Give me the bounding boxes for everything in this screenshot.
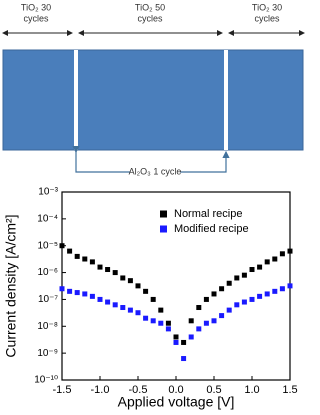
layer-label: TiO₂ 30 [252,2,282,12]
legend-marker [160,225,167,233]
point [82,256,88,262]
point [127,278,133,284]
point [173,334,179,340]
point [120,275,126,281]
point [112,270,118,276]
legend-label: Modified recipe [174,223,249,235]
point [203,296,209,302]
point [165,320,171,326]
point [249,296,255,302]
point [241,299,247,305]
point [219,313,225,319]
point [264,259,270,265]
point [143,315,149,321]
layer-label: TiO₂ 50 [135,2,165,12]
point [89,293,95,299]
point [181,339,187,345]
plot-frame [61,191,291,381]
point [257,264,263,270]
y-tick-label: 10⁻⁶ [37,267,58,278]
x-tick-label: -1.5 [53,384,72,396]
point [234,275,240,281]
chart: 10⁻¹⁰ 10⁻⁹ 10⁻⁸ 10⁻⁷ 10⁻⁶ 10⁻⁵ 10⁻⁴ 10⁻³ -1.5 -1.… [3,187,298,410]
point [135,283,141,289]
y-tick-label: 10⁻⁷ [38,294,58,305]
point [120,305,126,311]
point [59,286,65,292]
point [112,302,118,308]
point [158,307,164,313]
point [150,318,156,324]
point [135,310,141,316]
point [150,296,156,302]
point [127,307,133,313]
layer-label: TiO₂ 30 [21,2,51,12]
point [196,326,202,332]
x-axis-label: Applied voltage [V] [118,394,235,410]
point [226,280,232,286]
point [287,248,293,254]
point [158,320,164,326]
y-axis-label: Current density [A/cm²] [3,214,19,357]
point [89,259,95,265]
legend-label: Normal recipe [174,208,242,220]
y-tick-label: 10⁻¹⁰ [34,375,58,386]
interlayer-pointer [72,146,230,173]
point [173,339,179,345]
point [67,288,73,294]
point [97,264,103,270]
layer-label: cycles [23,13,49,23]
x-tick-label: 0.5 [206,384,221,396]
point [188,318,194,324]
point [272,256,278,262]
point [279,286,285,292]
point [181,356,187,362]
interlayer [224,50,228,150]
x-tick-label: 1.0 [244,384,259,396]
point [188,334,194,340]
point [241,272,247,278]
x-tick-label: -1.0 [91,384,110,396]
x-tick-label: 0.0 [168,384,183,396]
legend-marker [160,210,167,218]
point [279,251,285,257]
point [249,267,255,273]
interlayer-label: Al₂O₃ 1 cycle [129,166,182,176]
y-tick-label: 10⁻⁸ [37,321,58,332]
point [219,286,225,292]
layer-stack [2,49,304,151]
point [287,283,293,289]
point [203,320,209,326]
y-tick-label: 10⁻³ [38,187,58,198]
point [211,318,217,324]
point [97,296,103,302]
point [74,290,80,296]
layer-label: cycles [254,13,280,23]
point [272,288,278,294]
y-tick-label: 10⁻⁵ [37,240,58,251]
point [196,305,202,311]
point [264,291,270,297]
point [59,243,65,249]
point [226,307,232,313]
figure: TiO₂ 30 cycles TiO₂ 50 cycles TiO₂ 30 cy… [2,2,305,410]
point [105,267,111,273]
point [82,291,88,297]
layer-label: cycles [137,13,163,23]
point [211,291,217,297]
point [257,293,263,299]
point [67,248,73,254]
x-tick-label: 1.5 [282,384,297,396]
y-tick-label: 10⁻⁴ [37,213,58,224]
point [74,253,80,259]
point [234,302,240,308]
interlayer [74,50,78,150]
y-tick-label: 10⁻⁹ [37,348,58,359]
point [105,299,111,305]
x-tick-label: -0.5 [129,384,148,396]
point [143,288,149,294]
point [165,326,171,332]
